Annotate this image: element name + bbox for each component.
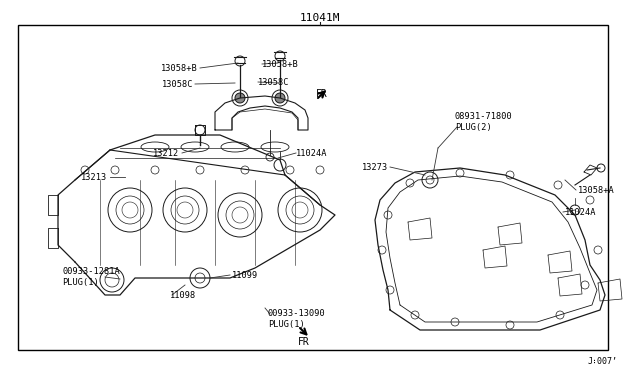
Text: 13058+A: 13058+A: [578, 186, 615, 195]
Text: 13058+B: 13058+B: [161, 64, 198, 73]
Text: 13213: 13213: [81, 173, 107, 182]
Text: 11098: 11098: [170, 291, 196, 299]
Text: PLUG(2): PLUG(2): [455, 122, 492, 131]
Text: PLUG(1): PLUG(1): [268, 321, 305, 330]
Text: 11024A: 11024A: [296, 148, 328, 157]
Text: FR: FR: [298, 337, 310, 347]
Text: J∶007’: J∶007’: [588, 357, 618, 366]
Text: 13058C: 13058C: [258, 77, 289, 87]
Text: FR: FR: [316, 89, 328, 99]
Text: 08931-71800: 08931-71800: [455, 112, 513, 121]
Text: 13058+B: 13058+B: [262, 60, 299, 68]
Circle shape: [235, 93, 245, 103]
Text: 11099: 11099: [232, 270, 259, 279]
Text: 11041M: 11041M: [300, 13, 340, 23]
Text: 13273: 13273: [362, 163, 388, 171]
Text: 13212: 13212: [153, 148, 179, 157]
Text: 00933-1281A: 00933-1281A: [62, 267, 120, 276]
Circle shape: [275, 93, 285, 103]
Text: 00933-13090: 00933-13090: [268, 310, 326, 318]
Bar: [18, 25, 608, 350]
Text: 13058C: 13058C: [161, 80, 193, 89]
Text: 11024A: 11024A: [565, 208, 596, 217]
Text: PLUG(1): PLUG(1): [62, 279, 99, 288]
